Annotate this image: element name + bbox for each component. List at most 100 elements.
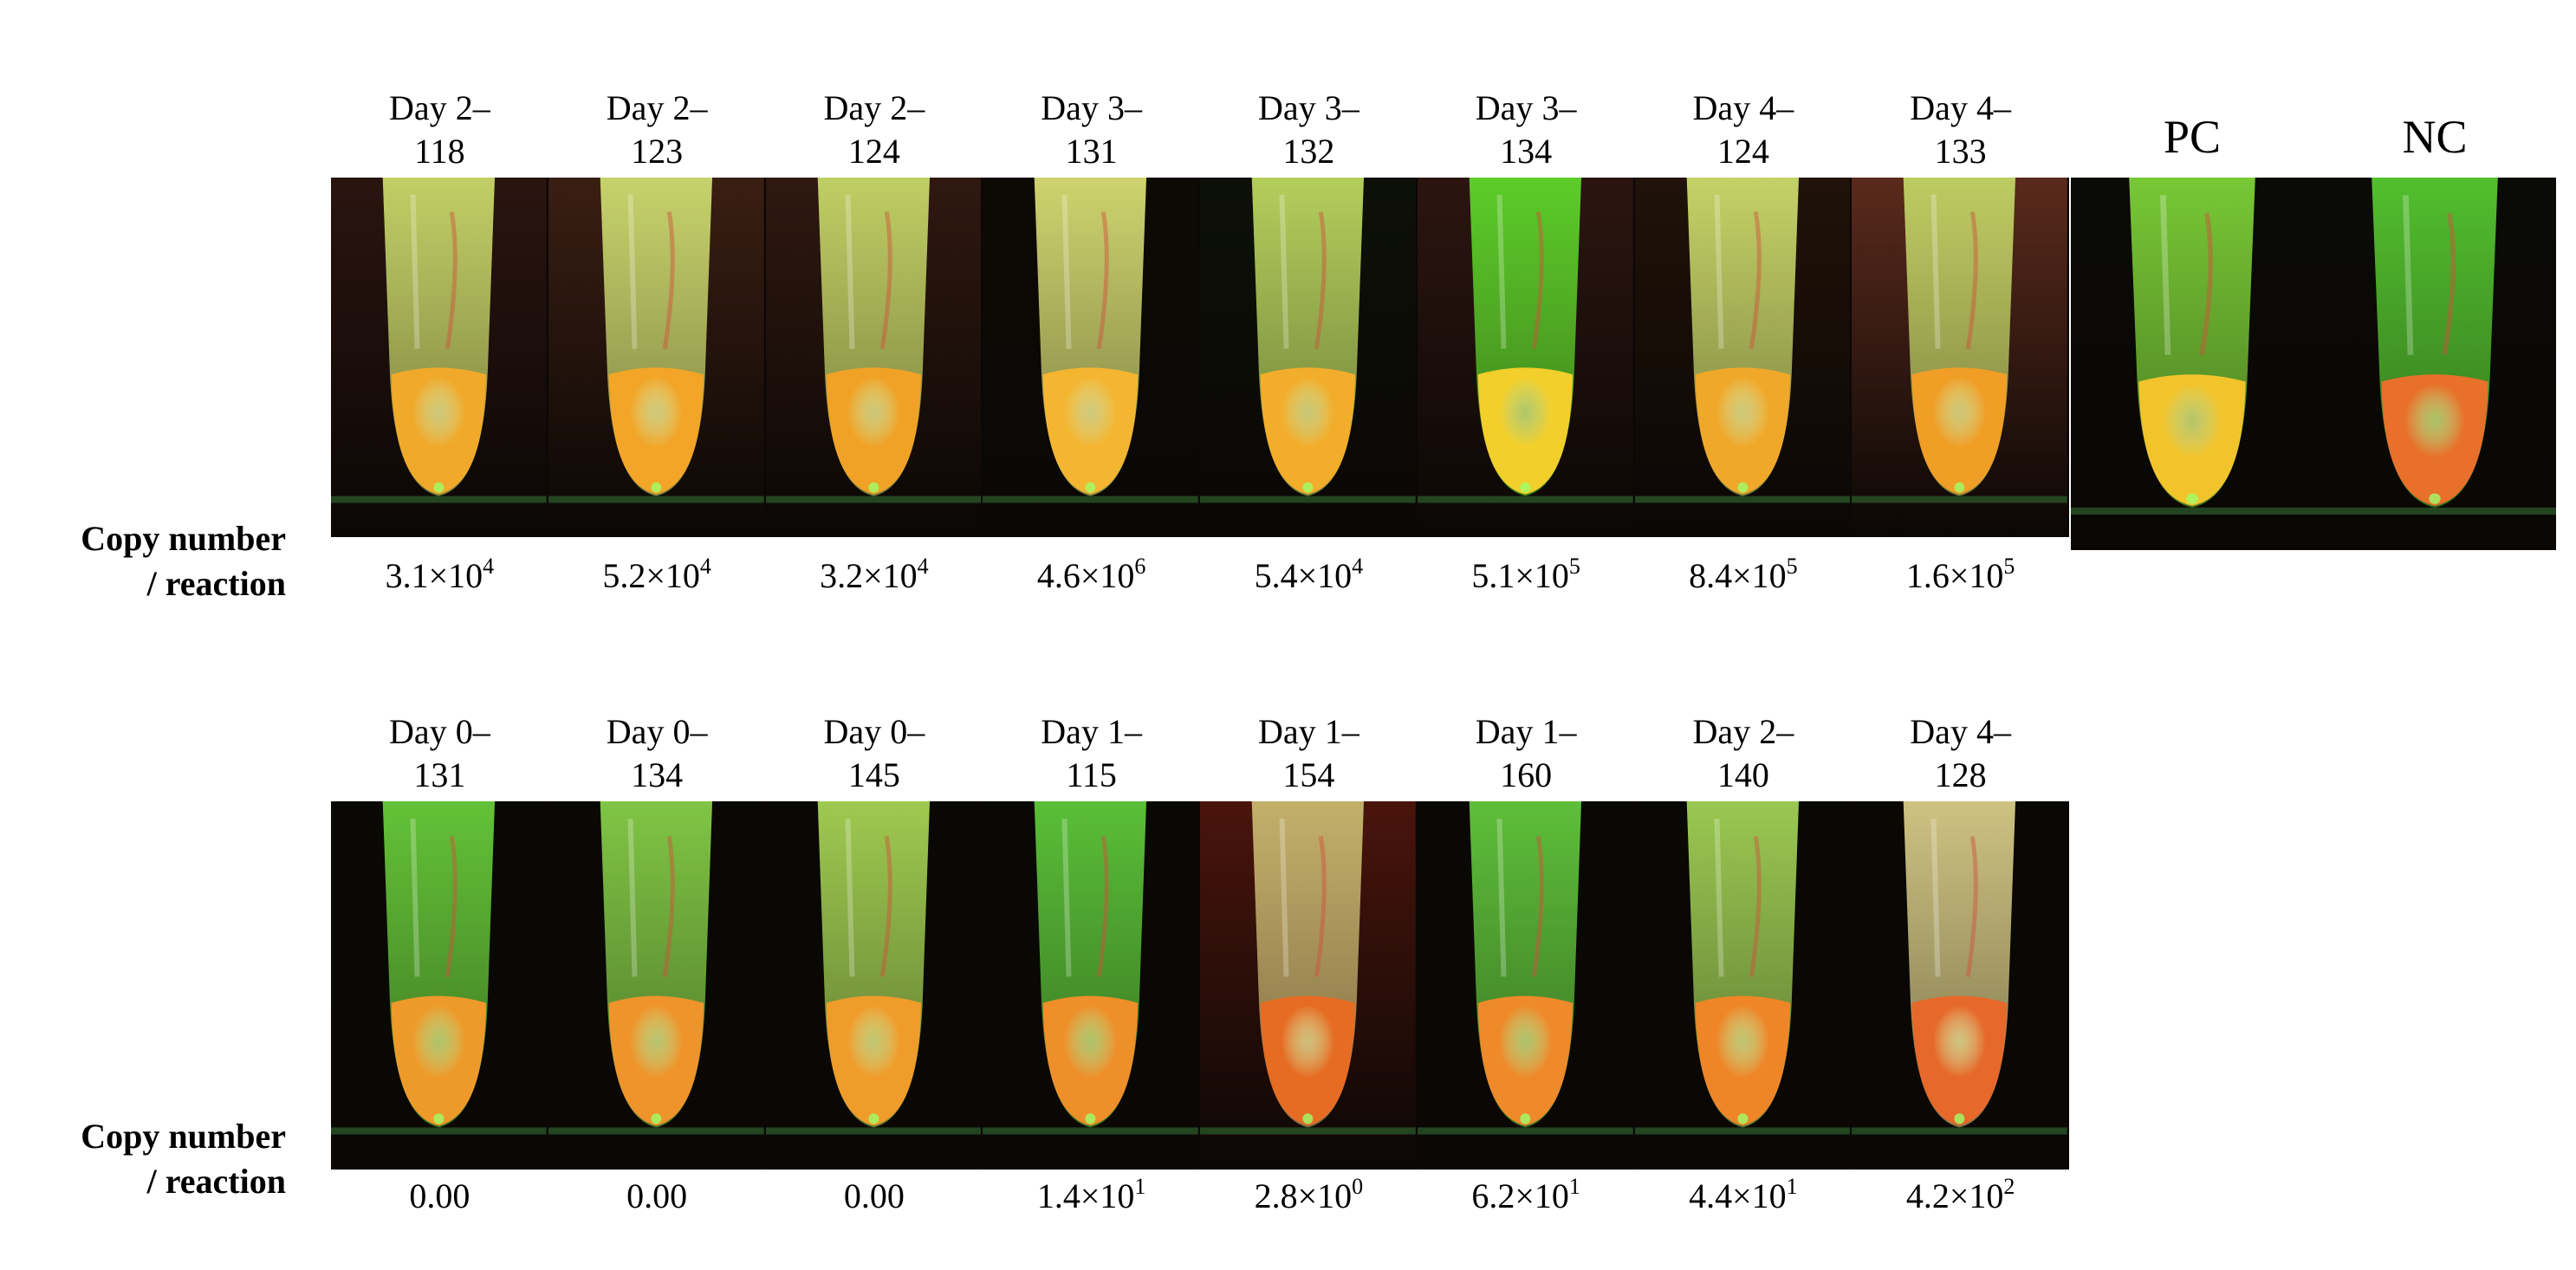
tube-day-label: Day 2– (606, 88, 708, 127)
tube-image (1200, 178, 1416, 537)
copy-number-value: 4.4×101 (1635, 1175, 1853, 1218)
tube-drawing (1417, 801, 1633, 1170)
copy-number-base: 1.6×10 (1905, 556, 2004, 595)
tube-sample-label: Day 0– 145 (766, 710, 983, 797)
copy-number-base: 1.4×10 (1036, 1176, 1135, 1215)
tube-id-label: 131 (413, 755, 466, 794)
tube-day-label: Day 4– (1910, 88, 2011, 127)
tube-id-label: 140 (1716, 755, 1769, 794)
tube-sample-label: Day 3– 131 (983, 87, 1200, 173)
copy-number-base: 4.2×10 (1905, 1176, 2004, 1215)
copy-number-base: 0.00 (626, 1176, 688, 1215)
copy-number-exponent: 1 (1786, 1174, 1798, 1199)
tube-drawing (548, 801, 764, 1170)
top-tube-photo-panel (331, 178, 2069, 537)
tube-day-label: Day 0– (823, 712, 925, 751)
row-label-line-1: Copy number (81, 519, 286, 558)
tube-id-label: 123 (631, 132, 684, 171)
tube-day-label: Day 3– (1475, 88, 1577, 127)
tube-drawing (765, 178, 982, 537)
pc-control-tube-image (2071, 178, 2313, 550)
row-label-line-1: Copy number (81, 1117, 286, 1156)
copy-number-base: 6.2×10 (1471, 1176, 1569, 1215)
copy-number-exponent: 4 (699, 554, 711, 579)
row-label-line-2: / reaction (146, 564, 286, 603)
tube-drawing (331, 801, 547, 1170)
tube-day-label: Day 1– (1041, 712, 1142, 751)
tube-day-label: Day 4– (1910, 712, 2011, 751)
tube-sample-label: Day 3– 132 (1200, 87, 1418, 173)
tube-drawing (331, 178, 547, 537)
tube-drawing (1200, 801, 1416, 1170)
copy-number-value: 5.2×104 (548, 554, 766, 598)
tube-image (983, 801, 1198, 1170)
copy-number-base: 3.1×10 (385, 556, 483, 595)
tube-sample-label: Day 1– 154 (1200, 710, 1418, 797)
tube-day-label: Day 3– (1258, 88, 1359, 127)
copy-number-value: 6.2×101 (1418, 1175, 1635, 1218)
tube-day-label: Day 1– (1475, 712, 1577, 751)
tube-sample-label: Day 2– 118 (331, 87, 548, 173)
top-row: Day 2– 118 Day 2– 123 Day 2– 124 Day 3– 131 Day … (0, 0, 2576, 606)
copy-number-value: 5.1×105 (1418, 554, 1635, 598)
copy-number-exponent: 6 (1134, 554, 1146, 579)
tube-image (331, 801, 547, 1170)
tube-id-label: 134 (631, 755, 684, 794)
tube-sample-label: Day 3– 134 (1418, 87, 1635, 173)
copy-number-exponent: 5 (2003, 554, 2015, 579)
copy-number-value: 5.4×104 (1200, 554, 1418, 598)
copy-number-exponent: 4 (1352, 554, 1364, 579)
copy-number-exponent: 5 (1786, 554, 1798, 579)
tube-id-label: 145 (847, 755, 900, 794)
copy-number-exponent: 0 (1352, 1174, 1364, 1199)
copy-number-base: 8.4×10 (1689, 556, 1787, 595)
copy-number-base: 4.6×10 (1036, 556, 1135, 595)
tube-drawing (983, 801, 1198, 1170)
copy-number-value: 0.00 (766, 1175, 983, 1218)
tube-drawing (983, 178, 1198, 537)
tube-id-label: 124 (1716, 132, 1769, 171)
copy-number-exponent: 4 (483, 554, 495, 579)
tube-sample-label: Day 1– 115 (983, 710, 1200, 797)
copy-number-exponent: 5 (1568, 554, 1580, 579)
tube-drawing (2313, 178, 2556, 550)
copy-number-exponent: 2 (2003, 1174, 2015, 1199)
tube-image (548, 801, 764, 1170)
tube-image (331, 178, 547, 537)
tube-id-label: 118 (414, 132, 465, 171)
tube-image (1852, 178, 2067, 537)
copy-number-value: 1.6×105 (1852, 554, 2069, 598)
tube-sample-label: Day 2– 124 (766, 87, 983, 173)
tube-drawing (1417, 178, 1633, 537)
copy-number-exponent: 1 (1568, 1174, 1580, 1199)
tube-day-label: Day 4– (1692, 88, 1794, 127)
tube-sample-label: Day 4– 128 (1852, 710, 2069, 797)
bottom-tube-photo-panel (331, 801, 2069, 1170)
tube-sample-label: Day 4– 124 (1635, 87, 1853, 173)
tube-id-label: 134 (1500, 132, 1553, 171)
tube-image (1200, 801, 1416, 1170)
tube-day-label: Day 3– (1041, 88, 1142, 127)
tube-sample-label: Day 2– 123 (548, 87, 766, 173)
tube-id-label: 154 (1282, 755, 1335, 794)
copy-number-value: 4.6×106 (983, 554, 1200, 598)
tube-drawing (1634, 178, 1851, 537)
tube-day-label: Day 0– (389, 712, 490, 751)
bottom-row-copy-number-label: Copy number / reaction (0, 1114, 286, 1204)
copy-number-base: 0.00 (409, 1176, 470, 1215)
tube-drawing (765, 801, 982, 1170)
control-tube-photo-panel (2071, 178, 2556, 550)
tube-drawing (1634, 801, 1851, 1170)
tube-image (1852, 801, 2067, 1170)
tube-drawing (1200, 178, 1416, 537)
tube-sample-label: Day 2– 140 (1635, 710, 1853, 797)
tube-id-label: 124 (847, 132, 900, 171)
tube-id-label: 115 (1066, 755, 1117, 794)
tube-image (1417, 801, 1633, 1170)
tube-drawing (1852, 178, 2067, 537)
tube-id-label: 160 (1500, 755, 1553, 794)
tube-sample-label: Day 4– 133 (1852, 87, 2069, 173)
copy-number-base: 4.4×10 (1689, 1176, 1787, 1215)
copy-number-value: 2.8×100 (1200, 1175, 1418, 1218)
